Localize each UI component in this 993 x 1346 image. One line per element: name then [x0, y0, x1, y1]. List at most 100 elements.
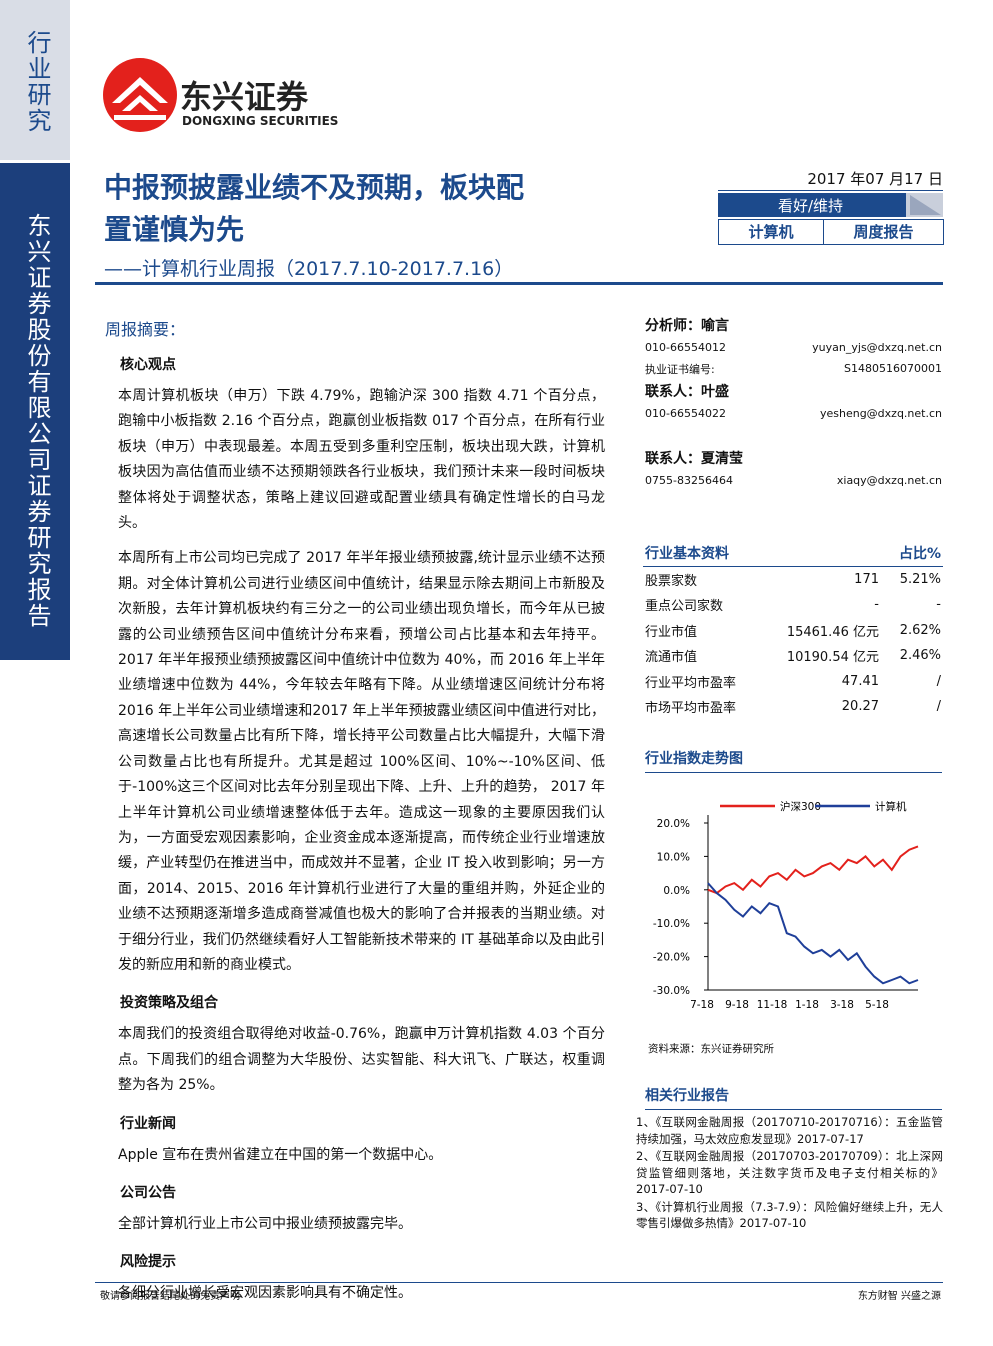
table-cell: 市场平均市盈率: [645, 701, 737, 717]
paragraph: 本周所有上市公司均已完成了 2017 年半年报业绩预披露,统计显示业绩不达预期。…: [118, 550, 605, 973]
title-line: 中报预披露业绩不及预期，板块配: [104, 171, 525, 204]
legend-label: 计算机: [875, 800, 907, 813]
y-tick-label: 0.0%: [663, 885, 690, 897]
logo-mark: [103, 58, 177, 132]
table-row: 行业平均市盈率 47.41 /: [643, 669, 943, 695]
x-tick-label: 5-18: [865, 999, 889, 1011]
table-cell: 股票家数: [645, 573, 698, 589]
contact-line: 0755-83256464 xiaqy@dxzq.net.cn: [645, 470, 942, 491]
phone: 0755-83256464: [645, 474, 733, 487]
x-tick-label: 11-18: [757, 999, 788, 1011]
y-tick-label: -30.0%: [653, 985, 690, 997]
table-cell: 5.21%: [899, 571, 941, 587]
header-rule: [95, 282, 943, 285]
sidebar-category: 行业研究: [23, 30, 51, 134]
header-cell: 行业基本资料: [643, 540, 881, 567]
paragraph: 全部计算机行业上市公司中报业绩预披露完毕。: [118, 1215, 412, 1232]
paragraph: Apple 宣布在贵州省建立在中国的第一个数据中心。: [118, 1146, 443, 1163]
x-tick-label: 7-18: [690, 999, 714, 1011]
analyst-role: 分析师：: [645, 318, 701, 334]
footer-left: 敬请参阅报告结尾处的免责声明: [100, 1291, 240, 1302]
table-cell: 15461.46 亿元: [786, 624, 879, 640]
table-cell: /: [936, 699, 941, 715]
paragraph: 各细分行业增长受宏观因素影响具有不确定性。: [118, 1285, 412, 1302]
sidebar-main: 东兴证券股份有限公司证券研究报告: [0, 163, 70, 660]
email: yuyan_yjs@dxzq.net.cn: [812, 341, 942, 354]
index-chart: 20.0% 10.0% 0.0% -10.0% -20.0% -30.0%7-18 9-18…: [653, 800, 919, 1011]
cert: S1480516070001: [844, 362, 942, 375]
related-item: 1、《互联网金融周报（20170710-20170716）：五金监管持续加强，马…: [636, 1115, 943, 1146]
analyst-person: 夏清莹: [701, 451, 743, 467]
related-list: 1、《互联网金融周报（20170710-20170716）：五金监管持续加强，马…: [636, 1114, 943, 1233]
subtitle: ——计算机行业周报（2017.7.10-2017.7.16）: [104, 258, 514, 280]
table-cell: 47.41: [841, 673, 879, 689]
y-tick-label: -10.0%: [653, 918, 690, 930]
x-tick-label: 1-18: [795, 999, 819, 1011]
chart-source: 资料来源：东兴证券研究所: [648, 1043, 774, 1055]
rating-decor: [906, 193, 943, 217]
section-title: 风险提示: [120, 1254, 176, 1271]
analyst-person: 叶盛: [701, 384, 729, 400]
sector: 计算机: [718, 219, 824, 245]
table-cell: 2.46%: [899, 648, 941, 664]
section-title: 公司公告: [120, 1184, 176, 1201]
footer-right: 东方财智 兴盛之源: [857, 1291, 941, 1302]
related-item: 3、《计算机行业周报（7.3-7.9）：风险偏好继续上升，无人零售引爆做多热情》…: [636, 1199, 943, 1231]
summary-heading: 周报摘要：: [105, 320, 186, 339]
table-row: 行业市值 15461.46 亿元 2.62%: [643, 618, 943, 644]
table-cell: -: [874, 597, 879, 613]
paragraph: 本周我们的投资组合取得绝对收益-0.76%，跑赢申万计算机指数 4.03 个百分…: [118, 1026, 605, 1094]
analyst-role: 联系人：: [645, 451, 701, 467]
email: xiaqy@dxzq.net.cn: [836, 474, 942, 487]
analysts: 分析师： 喻言 010-66554012 yuyan_yjs@dxzq.net.cn 执…: [645, 313, 942, 491]
table-cell: 2.62%: [899, 622, 941, 638]
x-tick-label: 3-18: [830, 999, 854, 1011]
sidebar-company: 东兴证券股份有限公司证券研究报告: [23, 213, 51, 629]
table-cell: 171: [854, 571, 879, 587]
table-cell: 流通市值: [645, 650, 698, 666]
contact-line: 010-66554012 yuyan_yjs@dxzq.net.cn: [645, 337, 942, 358]
y-tick-label: 10.0%: [657, 851, 690, 863]
legend-label: 沪深300: [780, 800, 821, 813]
section-title: 行业新闻: [120, 1115, 176, 1132]
x-tick-label: 9-18: [725, 999, 749, 1011]
report-type: 周度报告: [823, 219, 944, 245]
table-cell: 10190.54 亿元: [786, 650, 879, 666]
table-row: 流通市值 10190.54 亿元 2.46%: [643, 643, 943, 669]
email: yesheng@dxzq.net.cn: [819, 407, 942, 420]
summary-body: 核心观点本周计算机板块（申万）下跌 4.79%，跑输沪深 300 指数 4.71…: [118, 340, 605, 1317]
y-tick-label: 20.0%: [657, 818, 690, 830]
section-title: 投资策略及组合: [120, 995, 218, 1012]
logo-en: DONGXING SECURITIES: [182, 114, 339, 128]
analyst-name: 联系人： 夏清莹: [645, 446, 942, 470]
analyst-name: 联系人： 叶盛: [645, 379, 942, 403]
related-item: 2、《互联网金融周报（20170703-20170709）：北上深网贷监管细则落…: [636, 1149, 943, 1196]
table-cell: 行业市值: [645, 624, 698, 640]
rating: 看好/维持: [777, 197, 844, 215]
phone: 010-66554022: [645, 407, 726, 420]
header-cell: 占比%: [881, 540, 943, 567]
cert-label: 执业证书编号:: [645, 362, 715, 376]
basics-table: 行业基本资料 占比% 股票家数 171 5.21% 重点公司家数 - - 行业市值 15461.4…: [643, 540, 943, 720]
table-row: 重点公司家数 - -: [643, 592, 943, 618]
table-row: 市场平均市盈率 20.27 /: [643, 694, 943, 720]
series-line: [707, 882, 919, 985]
contact-line: 010-66554022 yesheng@dxzq.net.cn: [645, 403, 942, 424]
cert-line: 执业证书编号: S1480516070001: [645, 358, 942, 379]
table-cell: 20.27: [841, 699, 879, 715]
analyst-person: 喻言: [701, 318, 729, 334]
phone: 010-66554012: [645, 341, 726, 354]
table-header: 行业基本资料 占比%: [643, 540, 943, 567]
analyst-name: 分析师： 喻言: [645, 313, 942, 337]
table-row: 股票家数 171 5.21%: [643, 566, 943, 592]
table-cell: -: [936, 597, 941, 613]
title-line: 置谨慎为先: [104, 213, 245, 246]
chart-heading: 行业指数走势图: [645, 748, 942, 773]
paragraph: 本周计算机板块（申万）下跌 4.79%，跑输沪深 300 指数 4.71 个百分…: [118, 388, 605, 532]
analyst-role: 联系人：: [645, 384, 701, 400]
sidebar-top: 行业研究: [0, 0, 70, 160]
related-heading: 相关行业报告: [645, 1085, 942, 1110]
report-date: 2017 年07 月17 日: [718, 168, 943, 191]
section-title: 核心观点: [120, 357, 176, 373]
